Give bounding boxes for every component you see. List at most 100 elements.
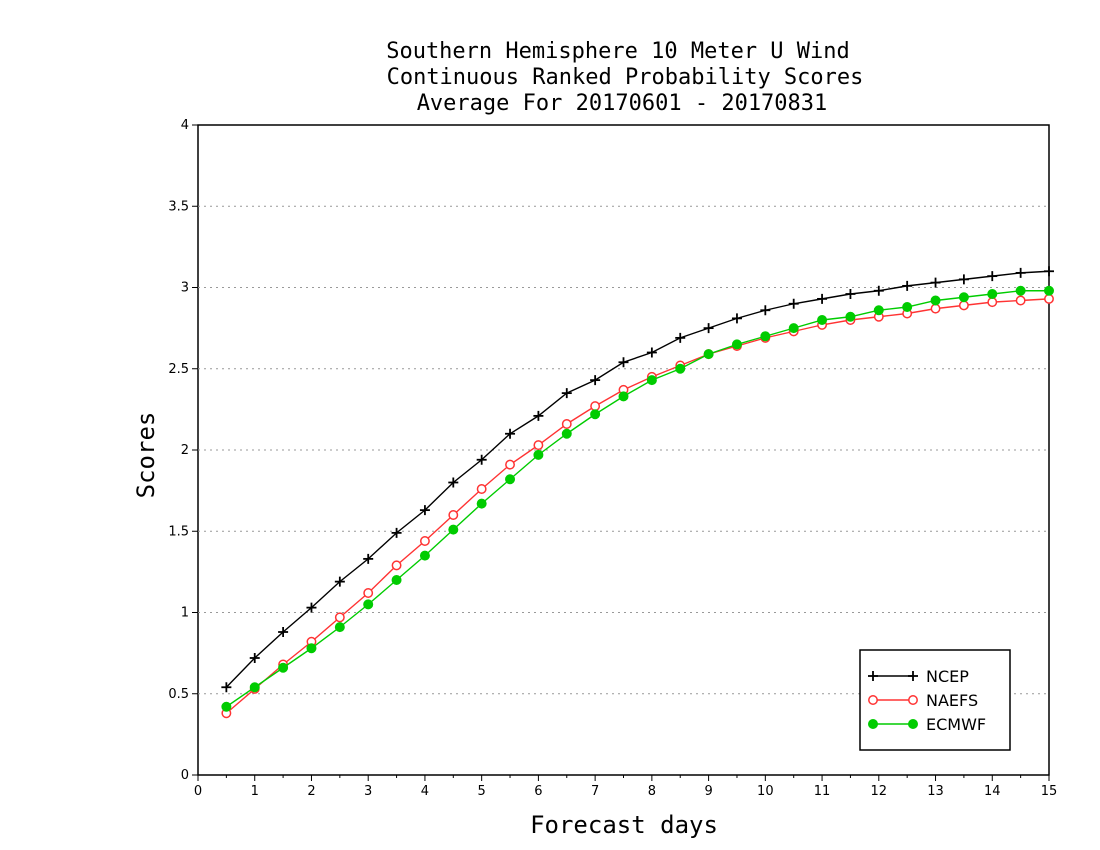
legend-marker bbox=[868, 671, 878, 681]
data-point bbox=[817, 293, 828, 304]
data-point bbox=[1044, 293, 1054, 304]
legend-marker bbox=[868, 719, 878, 729]
title-line-2: Continuous Ranked Probability Scores bbox=[387, 65, 864, 90]
data-point bbox=[505, 474, 516, 485]
data-point bbox=[987, 297, 998, 308]
data-point bbox=[476, 454, 487, 465]
data-point bbox=[618, 357, 629, 368]
data-point bbox=[221, 682, 232, 693]
data-point bbox=[505, 428, 516, 439]
y-axis-label: Scores bbox=[132, 412, 160, 499]
legend-label: ECMWF bbox=[926, 715, 986, 734]
x-tick-label: 4 bbox=[421, 784, 429, 799]
x-tick-label: 1 bbox=[251, 784, 259, 799]
y-axis-ticks: 0 0.5 1 1.5 2 2.5 3 3.5 4 bbox=[168, 118, 198, 783]
data-point bbox=[675, 332, 686, 343]
y-tick-label: 4 bbox=[181, 118, 189, 133]
data-point bbox=[306, 602, 317, 613]
y-tick-label: 2.5 bbox=[168, 362, 189, 377]
data-point bbox=[249, 682, 260, 693]
data-point bbox=[987, 289, 998, 299]
data-point bbox=[902, 302, 913, 312]
legend-marker bbox=[908, 695, 918, 705]
data-point bbox=[958, 274, 969, 285]
data-point bbox=[505, 459, 515, 470]
data-point bbox=[788, 298, 799, 309]
data-point bbox=[845, 311, 856, 322]
x-tick-label: 9 bbox=[704, 784, 712, 799]
data-point bbox=[590, 401, 601, 412]
data-point bbox=[930, 295, 941, 306]
data-point bbox=[561, 419, 572, 429]
series-naefs bbox=[221, 293, 1054, 719]
data-point bbox=[221, 701, 232, 712]
data-point bbox=[646, 375, 657, 386]
chart-title: Southern Hemisphere 10 Meter U Wind Cont… bbox=[386, 39, 863, 116]
grid-lines bbox=[198, 205, 1049, 695]
x-tick-label: 8 bbox=[648, 784, 656, 799]
data-point bbox=[590, 375, 601, 386]
data-point bbox=[334, 612, 345, 623]
y-tick-label: 1 bbox=[181, 606, 189, 621]
x-tick-label: 0 bbox=[194, 784, 202, 799]
data-point bbox=[902, 280, 913, 291]
data-point bbox=[760, 305, 771, 316]
data-point bbox=[419, 550, 430, 561]
data-point bbox=[1044, 285, 1054, 296]
data-point bbox=[731, 339, 742, 350]
data-point bbox=[561, 388, 572, 399]
data-point bbox=[334, 622, 345, 633]
x-tick-label: 5 bbox=[478, 784, 486, 799]
legend-marker bbox=[908, 719, 918, 729]
data-point bbox=[646, 347, 657, 358]
data-point bbox=[590, 409, 601, 420]
legend-marker bbox=[908, 671, 918, 681]
data-point bbox=[703, 349, 714, 360]
data-point bbox=[1044, 266, 1054, 277]
y-tick-label: 3.5 bbox=[168, 199, 189, 214]
series-line bbox=[225, 270, 1050, 688]
data-point bbox=[1015, 267, 1026, 278]
data-point bbox=[533, 449, 544, 460]
data-point bbox=[618, 391, 629, 402]
legend-item-naefs: NAEFS bbox=[868, 691, 978, 710]
data-point bbox=[249, 653, 260, 663]
data-point bbox=[533, 410, 544, 421]
x-tick-label: 3 bbox=[364, 784, 372, 799]
data-point bbox=[278, 627, 289, 637]
x-tick-label: 12 bbox=[871, 784, 888, 799]
data-point bbox=[533, 440, 544, 451]
data-point bbox=[363, 599, 374, 610]
x-axis-ticks: 0 1 2 3 4 5 6 7 8 9 10 11 12 13 14 15 bbox=[194, 775, 1057, 799]
y-tick-label: 1.5 bbox=[168, 524, 189, 539]
y-tick-label: 2 bbox=[181, 443, 189, 458]
data-point bbox=[873, 285, 884, 296]
data-point bbox=[987, 271, 998, 282]
x-tick-label: 14 bbox=[984, 784, 1001, 799]
data-point bbox=[1015, 285, 1026, 296]
series-line bbox=[225, 290, 1049, 708]
data-point bbox=[1015, 295, 1026, 306]
legend: NCEP NAEFS ECMWF bbox=[859, 649, 1011, 751]
data-point bbox=[561, 428, 572, 439]
y-tick-label: 3 bbox=[181, 281, 189, 296]
data-point bbox=[448, 477, 459, 488]
x-tick-label: 11 bbox=[814, 784, 831, 799]
x-tick-label: 13 bbox=[927, 784, 944, 799]
x-tick-label: 15 bbox=[1041, 784, 1058, 799]
data-point bbox=[448, 524, 459, 535]
x-tick-label: 2 bbox=[307, 784, 315, 799]
data-point bbox=[391, 575, 402, 585]
data-point bbox=[845, 289, 856, 299]
data-point bbox=[817, 315, 828, 325]
data-point bbox=[731, 313, 742, 324]
data-point bbox=[958, 292, 969, 303]
x-tick-label: 6 bbox=[534, 784, 542, 799]
data-point bbox=[391, 560, 402, 571]
series-ecmwf bbox=[221, 285, 1054, 712]
legend-marker bbox=[868, 695, 878, 705]
data-point bbox=[703, 323, 714, 334]
x-axis-label: Forecast days bbox=[530, 811, 718, 839]
data-point bbox=[278, 662, 289, 673]
